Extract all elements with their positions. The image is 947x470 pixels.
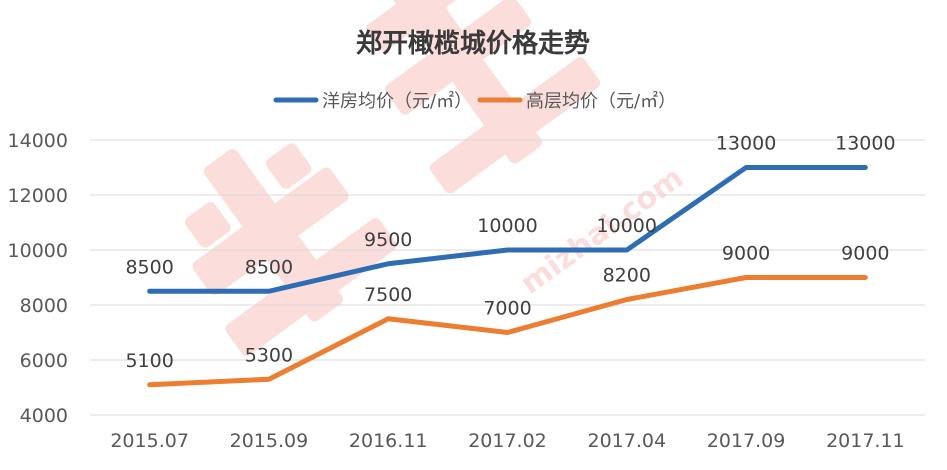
data-label: 7000 (483, 298, 531, 320)
y-tick-label: 12000 (8, 185, 68, 207)
x-axis-tick-labels: 2015.07 2015.09 2016.11 2017.02 2017.04 2017.… (110, 430, 904, 452)
data-label: 8500 (245, 256, 293, 278)
y-tick-label: 4000 (20, 405, 68, 427)
legend-label: 洋房均价（元/㎡） (322, 90, 472, 112)
data-label: 5100 (125, 350, 173, 372)
x-tick-label: 2017.04 (587, 430, 666, 452)
data-label: 13000 (716, 133, 776, 155)
legend-label: 高层均价（元/㎡） (526, 90, 676, 112)
x-tick-label: 2015.09 (230, 430, 309, 452)
x-tick-label: 2016.11 (349, 430, 428, 452)
series-line-villa-price (147, 165, 868, 294)
data-label: 10000 (597, 215, 657, 237)
y-tick-label: 14000 (8, 130, 68, 152)
y-axis-tick-labels: 4000 6000 8000 10000 12000 14000 (8, 130, 68, 427)
data-label: 9500 (364, 229, 412, 251)
legend: 洋房均价（元/㎡） 高层均价（元/㎡） (273, 90, 676, 112)
x-tick-label: 2015.07 (110, 430, 189, 452)
data-label: 7500 (364, 284, 412, 306)
chart-title: 郑开橄榄城价格走势 (356, 28, 590, 59)
data-label: 10000 (477, 215, 537, 237)
data-label: 9000 (841, 243, 889, 265)
data-label: 9000 (722, 243, 770, 265)
series-lines (147, 165, 868, 388)
data-label: 13000 (835, 133, 895, 155)
data-label: 8500 (125, 256, 173, 278)
data-labels: 8500 8500 9500 10000 10000 13000 13000 5100 5300… (125, 133, 895, 372)
y-tick-label: 10000 (8, 240, 68, 262)
y-tick-label: 8000 (20, 295, 68, 317)
x-tick-label: 2017.02 (468, 430, 547, 452)
y-tick-label: 6000 (20, 350, 68, 372)
x-tick-label: 2017.09 (707, 430, 786, 452)
series-line-highrise-price (147, 275, 868, 388)
data-label: 5300 (245, 344, 293, 366)
data-label: 8200 (603, 265, 651, 287)
x-tick-label: 2017.11 (826, 430, 905, 452)
